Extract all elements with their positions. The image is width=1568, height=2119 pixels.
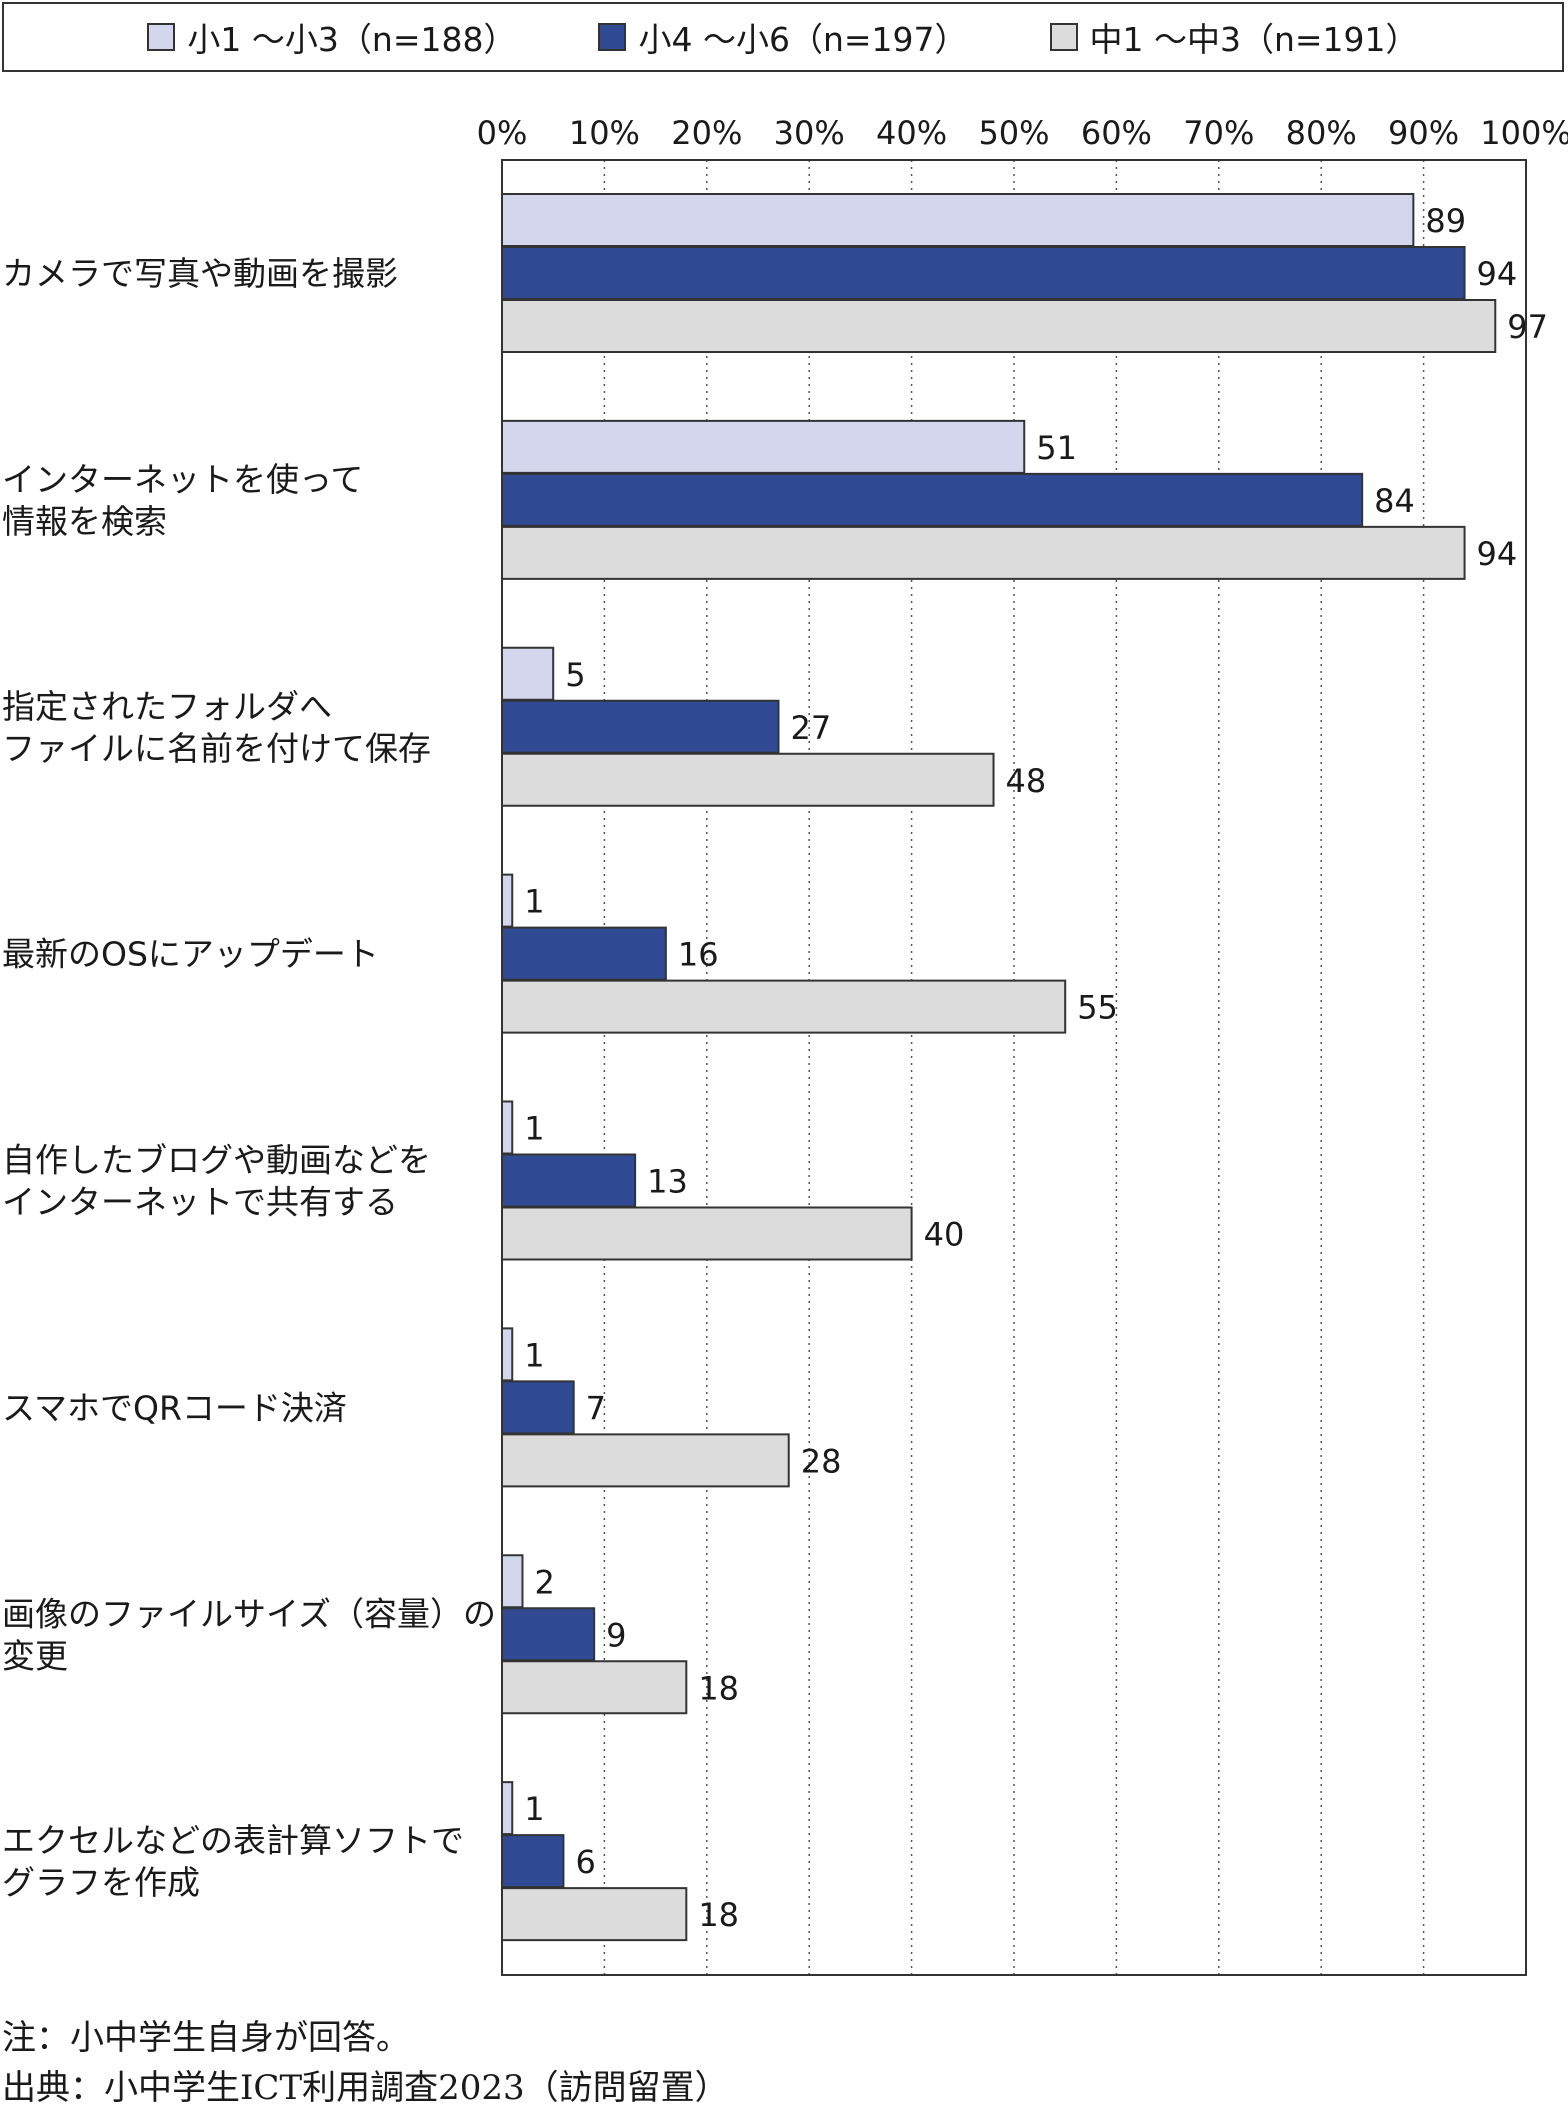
category-label-4-0: 自作したブログや動画などを	[2, 1141, 431, 1180]
legend-swatch-1	[598, 23, 627, 51]
bar-4-0	[501, 1100, 514, 1155]
legend-item-2: 中1 ～中3（n=191）	[1049, 13, 1419, 61]
plot-frame	[501, 159, 1527, 1976]
x-tick-label-0: 0%	[477, 114, 528, 152]
category-label-2-0: 指定されたフォルダへ	[2, 687, 332, 726]
bar-7-1	[501, 1834, 565, 1889]
value-label-1-2: 94	[1477, 535, 1518, 573]
value-label-7-2: 18	[698, 1896, 739, 1934]
value-label-7-0: 1	[524, 1790, 544, 1828]
x-tick-label-2: 20%	[671, 114, 742, 152]
legend-item-1: 小4 ～小6（n=197）	[598, 13, 968, 61]
value-label-1-0: 51	[1036, 429, 1077, 467]
bar-2-0	[501, 646, 555, 701]
bar-6-0	[501, 1554, 524, 1609]
category-label-7-0: エクセルなどの表計算ソフトで	[2, 1821, 464, 1860]
legend-item-0: 小1 ～小3（n=188）	[147, 13, 516, 61]
value-label-4-0: 1	[524, 1110, 544, 1148]
value-label-5-1: 7	[586, 1389, 606, 1427]
category-label-0-0: カメラで写真や動画を撮影	[2, 254, 398, 293]
bar-6-1	[501, 1607, 596, 1662]
value-label-0-2: 97	[1507, 308, 1548, 346]
bar-2-2	[501, 752, 995, 807]
bar-4-1	[501, 1153, 637, 1208]
legend-label-0: 小1 ～小3（n=188）	[187, 20, 517, 59]
value-label-2-2: 48	[1006, 762, 1047, 800]
bar-3-2	[501, 979, 1067, 1034]
x-tick-label-1: 10%	[569, 114, 640, 152]
value-label-0-1: 94	[1477, 255, 1518, 293]
value-label-7-1: 6	[575, 1843, 595, 1881]
footnote-source: 出典：小中学生ICT利用調査2023（訪問留置）	[2, 2068, 729, 2108]
bar-5-0	[501, 1327, 514, 1382]
category-label-6-0: 画像のファイルサイズ（容量）の	[2, 1594, 496, 1633]
bar-7-2	[501, 1887, 688, 1942]
category-label-1-0: インターネットを使って	[2, 460, 363, 499]
x-tick-label-7: 70%	[1183, 114, 1254, 152]
bar-1-2	[501, 525, 1466, 580]
bar-5-1	[501, 1380, 575, 1435]
category-label-7-1: グラフを作成	[2, 1863, 200, 1902]
legend-label-1: 小4 ～小6（n=197）	[638, 20, 968, 59]
bar-6-2	[501, 1660, 688, 1715]
x-tick-label-3: 30%	[774, 114, 845, 152]
bar-1-0	[501, 419, 1026, 474]
legend-swatch-2	[1049, 23, 1078, 51]
legend: 小1 ～小3（n=188） 小4 ～小6（n=197） 中1 ～中3（n=191）	[2, 2, 1564, 72]
value-label-2-1: 27	[790, 709, 831, 747]
legend-swatch-0	[147, 23, 176, 51]
bar-3-0	[501, 873, 514, 928]
x-tick-label-4: 40%	[876, 114, 947, 152]
value-label-3-1: 16	[678, 936, 719, 974]
category-label-4-1: インターネットで共有する	[2, 1183, 398, 1222]
value-label-2-0: 5	[565, 656, 585, 694]
value-label-3-2: 55	[1077, 989, 1118, 1027]
bar-0-2	[501, 299, 1497, 353]
value-label-4-2: 40	[924, 1216, 965, 1254]
value-label-5-2: 28	[801, 1442, 842, 1480]
value-label-3-0: 1	[524, 883, 544, 921]
value-label-6-2: 18	[698, 1669, 739, 1707]
bar-2-1	[501, 699, 780, 754]
x-tick-label-5: 50%	[978, 114, 1049, 152]
bar-0-0	[501, 193, 1415, 247]
value-label-5-0: 1	[524, 1336, 544, 1374]
bar-3-1	[501, 926, 667, 981]
x-tick-label-10: 100%	[1480, 114, 1568, 152]
category-label-5-0: スマホでQRコード決済	[2, 1388, 347, 1427]
category-label-3-0: 最新のOSにアップデート	[2, 935, 379, 974]
bar-4-2	[501, 1206, 913, 1261]
category-label-1-1: 情報を検索	[2, 502, 167, 541]
footnote-note: 注：小中学生自身が回答。	[2, 2018, 410, 2058]
bar-5-2	[501, 1433, 790, 1488]
x-tick-label-8: 80%	[1286, 114, 1357, 152]
bar-chart: 0% 10% 20% 30% 40% 50% 60% 70% 80% 90% 100%899497カ…	[2, 114, 1568, 1976]
x-tick-label-9: 90%	[1388, 114, 1459, 152]
value-label-6-0: 2	[534, 1563, 554, 1601]
x-tick-label-6: 60%	[1081, 114, 1152, 152]
category-label-2-1: ファイルに名前を付けて保存	[2, 729, 431, 768]
category-label-6-1: 変更	[2, 1636, 68, 1675]
value-label-4-1: 13	[647, 1163, 688, 1201]
legend-label-2: 中1 ～中3（n=191）	[1089, 20, 1419, 59]
value-label-6-1: 9	[606, 1616, 626, 1654]
bar-7-0	[501, 1781, 514, 1836]
bar-0-1	[501, 246, 1466, 300]
value-label-1-1: 84	[1374, 482, 1415, 520]
value-label-0-0: 89	[1425, 202, 1466, 240]
bar-1-1	[501, 472, 1364, 527]
